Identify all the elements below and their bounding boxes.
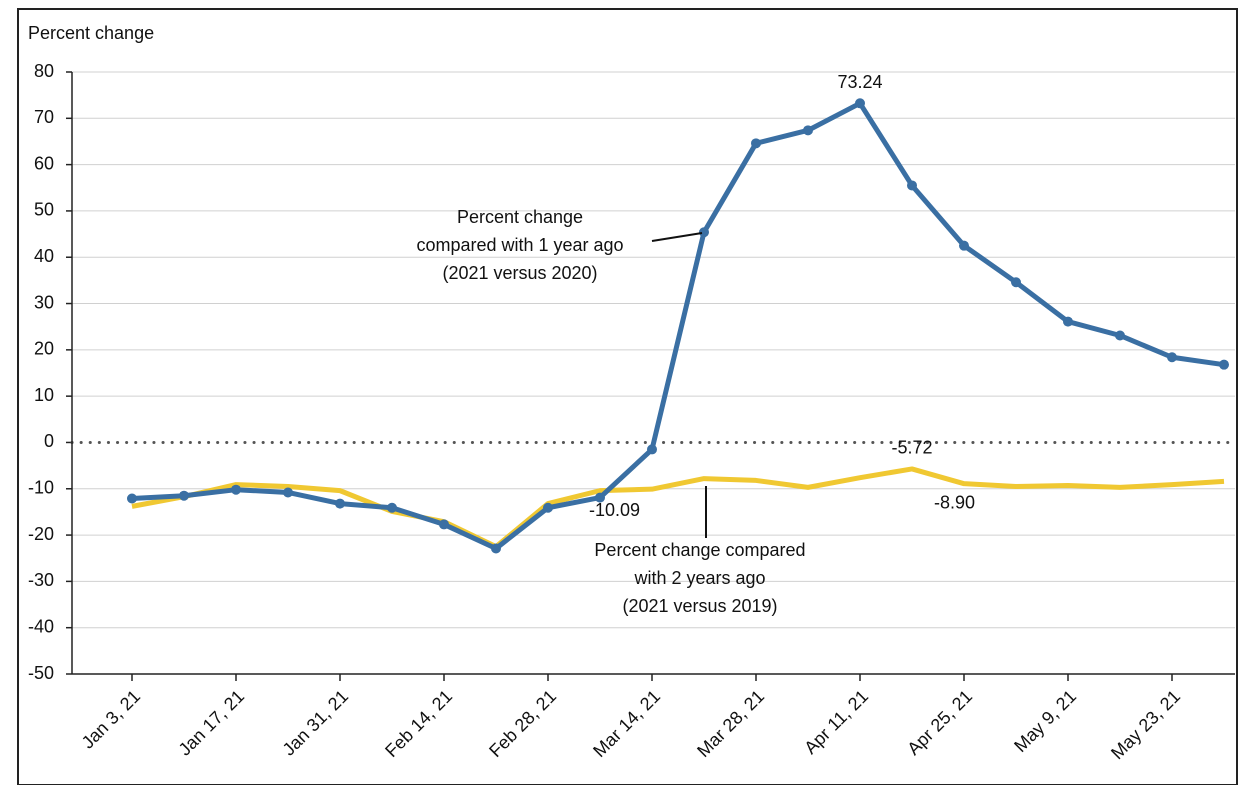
y-tick-label: 10 [34,385,54,405]
y-tick-label: 80 [34,61,54,81]
data-label: -10.09 [589,500,640,520]
x-tick-label: Jan 31, 21 [279,686,353,760]
x-tick-label: Jan 3, 21 [78,686,145,753]
point [179,490,189,501]
annotation: Percent change [457,207,583,227]
x-tick-label: Feb 14, 21 [381,686,456,761]
point [127,493,137,504]
y-tick-label: -30 [28,570,54,590]
annotation: compared with 1 year ago [416,235,623,255]
series-line [131,466,1225,550]
data-label: 73.24 [837,72,882,92]
point [1063,316,1073,327]
point [1011,277,1021,288]
point [959,240,969,251]
point [647,444,657,455]
y-tick-label: -20 [28,524,54,544]
point [751,138,761,149]
frame [17,8,1238,785]
x-tick-label: Feb 28, 21 [485,686,560,761]
x-tick-label: May 23, 21 [1107,686,1184,763]
y-tick-label: 20 [34,339,54,359]
y-tick-label: 60 [34,153,54,173]
point [1167,352,1177,363]
x-tick-label: Apr 11, 21 [800,686,872,758]
x-tick-label: Mar 14, 21 [589,686,664,761]
point [1219,359,1229,370]
y-tick-label: 30 [34,292,54,312]
x-tick-label: Apr 25, 21 [903,686,976,759]
point [491,543,501,554]
annotation: Percent change compared [594,540,805,560]
series-line [131,100,1225,552]
y-tick-label: 50 [34,200,54,220]
x-tick-label: May 9, 21 [1010,686,1080,756]
y-axis-label: Percent change [28,23,154,43]
y-tick-label: 40 [34,246,54,266]
point [595,492,605,503]
point [803,125,813,136]
y-tick-label: -10 [28,478,54,498]
y-tick-label: -50 [28,663,54,683]
annotation: (2021 versus 2020) [442,263,597,283]
annotation: (2021 versus 2019) [622,596,777,616]
x-tick-label: Jan 17, 21 [175,686,249,760]
point [439,519,449,530]
annotation: with 2 years ago [633,568,765,588]
leader [651,232,703,242]
point [907,180,917,191]
point [283,487,293,498]
point [699,227,709,238]
point [335,498,345,509]
point [231,484,241,495]
point [1115,330,1125,341]
data-label: -8.90 [934,492,975,512]
point [855,98,865,109]
point [387,502,397,513]
point [543,502,553,513]
y-tick-label: 70 [34,107,54,127]
x-tick-label: Mar 28, 21 [693,686,768,761]
y-tick-label: 0 [44,431,54,451]
y-tick-label: -40 [28,616,54,636]
data-label: -5.72 [891,438,932,458]
